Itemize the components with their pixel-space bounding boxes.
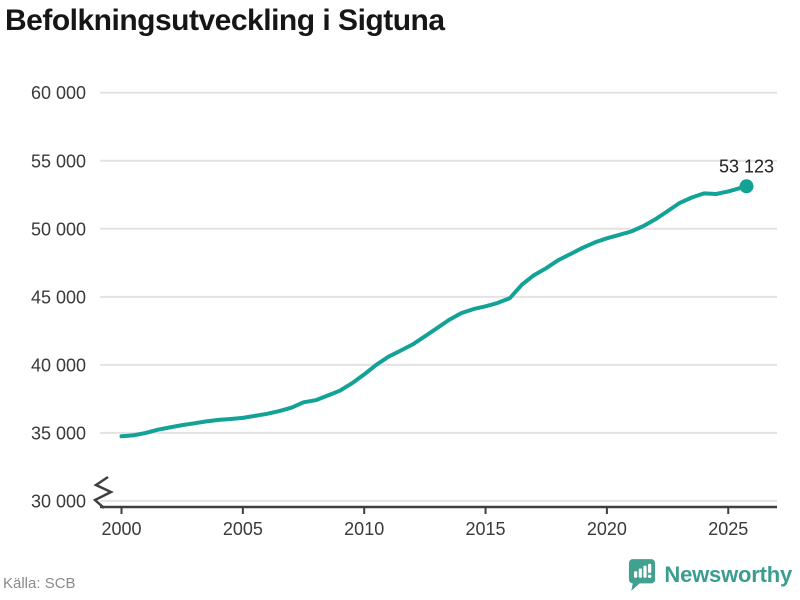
y-axis-labels: 30 000 35 000 40 000 45 000 50 000 55 000 60 0… xyxy=(31,83,86,511)
latest-value-label: 53 123 xyxy=(719,156,774,176)
y-axis-break-icon xyxy=(92,475,114,509)
latest-value-dot xyxy=(739,179,754,194)
x-tick-label-2010: 2010 xyxy=(344,519,384,539)
x-tick-label-2015: 2015 xyxy=(466,519,506,539)
x-tick-label-2000: 2000 xyxy=(101,519,141,539)
y-tick-label-55000: 55 000 xyxy=(31,151,86,171)
population-line xyxy=(119,184,749,439)
x-tick-label-2005: 2005 xyxy=(223,519,263,539)
population-line-chart: 30 000 35 000 40 000 45 000 50 000 55 000 60 0… xyxy=(31,83,777,539)
x-tick-label-2025: 2025 xyxy=(708,519,748,539)
y-tick-label-45000: 45 000 xyxy=(31,287,86,307)
newsworthy-logo-icon xyxy=(629,559,656,591)
gridlines xyxy=(100,91,777,502)
source-label: Källa: SCB xyxy=(3,575,76,592)
x-axis: 2000 2005 2010 2015 2020 2025 xyxy=(100,505,777,539)
chart-title: Befolkningsutveckling i Sigtuna xyxy=(5,4,445,37)
y-tick-label-60000: 60 000 xyxy=(31,83,86,103)
y-tick-label-30000: 30 000 xyxy=(31,491,86,511)
newsworthy-logo-link[interactable]: Newsworthy xyxy=(628,558,792,592)
newsworthy-wordmark: Newsworthy xyxy=(664,562,792,587)
y-tick-label-35000: 35 000 xyxy=(31,423,86,443)
y-tick-label-50000: 50 000 xyxy=(31,219,86,239)
logo-bars-exclamation xyxy=(634,563,652,578)
x-tick-label-2020: 2020 xyxy=(587,519,627,539)
y-tick-label-40000: 40 000 xyxy=(31,355,86,375)
